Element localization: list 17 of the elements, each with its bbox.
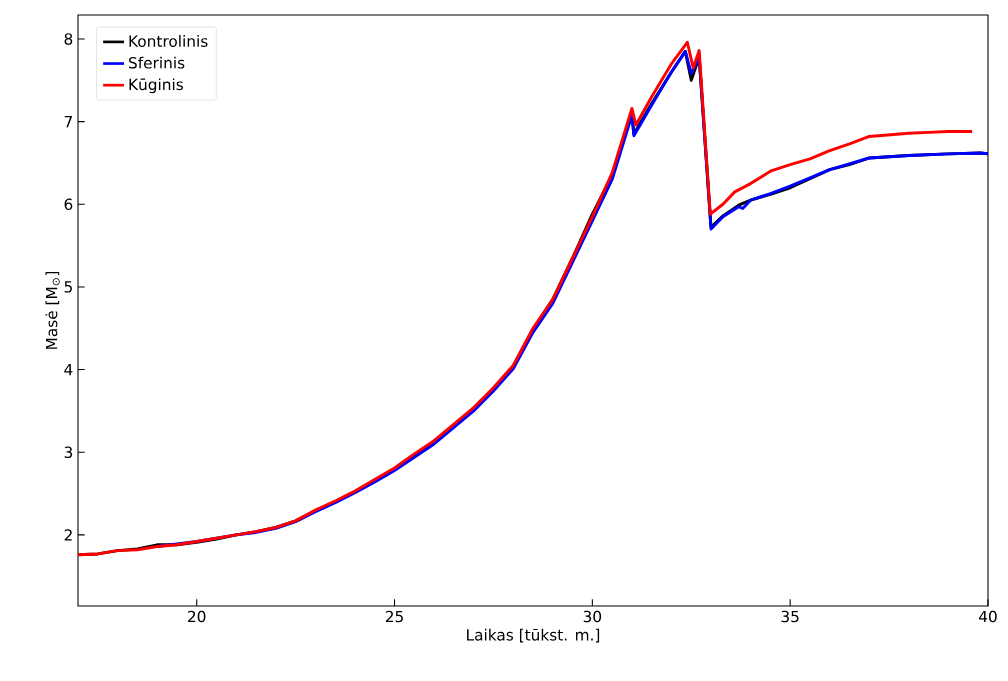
y-tick-label: 6 — [64, 198, 73, 211]
y-axis-title: Masė [M$_{⊙}$] — [45, 271, 60, 349]
y-tick-label: 5 — [64, 281, 72, 293]
y-tick-label: 2 — [64, 529, 72, 541]
y-tick-label: 3 — [64, 446, 73, 459]
x-tick-label: 35 — [781, 610, 799, 623]
legend-label: Kūginis — [129, 78, 183, 94]
x-axis-title: Laikas [tūkst. m.] — [467, 628, 600, 643]
x-tick-label: 20 — [188, 610, 206, 623]
y-tick-label: 8 — [64, 33, 73, 45]
x-tick-label: 30 — [583, 610, 602, 623]
x-tick-label: 40 — [978, 610, 997, 623]
y-tick-label: 7 — [64, 116, 72, 128]
legend-label: Sferinis — [129, 56, 185, 69]
legend-label: Kontrolinis — [129, 35, 208, 47]
y-tick-label: 4 — [64, 364, 73, 376]
x-tick-label: 25 — [385, 610, 403, 623]
